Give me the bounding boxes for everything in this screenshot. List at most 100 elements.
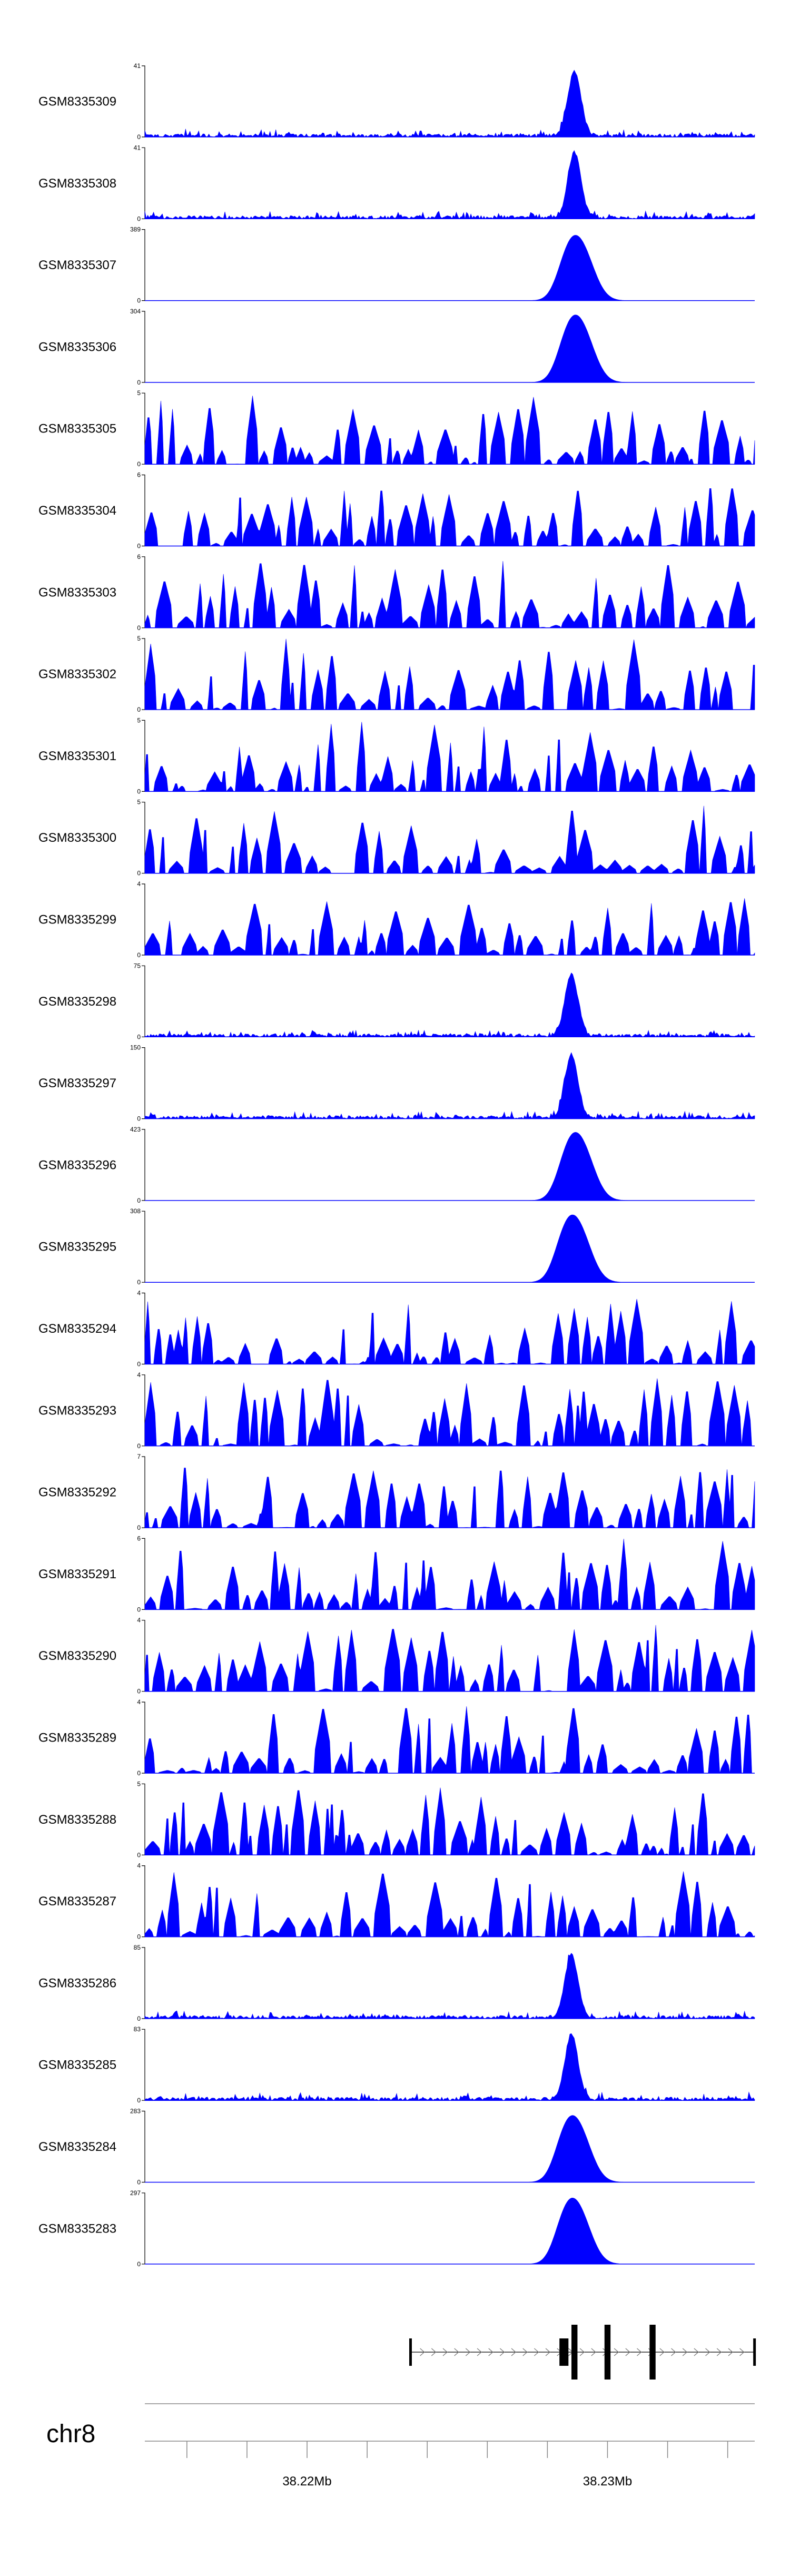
track-y-axis: [142, 1211, 145, 1283]
strand-arrow: [625, 2348, 630, 2356]
y-min-label: 0: [137, 788, 141, 795]
track-y-axis: [142, 2192, 145, 2265]
y-min-label: 0: [137, 460, 141, 468]
track-label: GSM8335295: [38, 1240, 116, 1254]
track-y-axis: [142, 1947, 145, 2019]
coverage-track: GSM8335285 83 0: [38, 2026, 755, 2104]
strand-arrow: [545, 2348, 551, 2356]
signal-area: [144, 805, 755, 874]
strand-arrow: [454, 2348, 459, 2356]
genomic-axis: 38.22Mb 38.23Mb: [145, 2403, 755, 2489]
y-max-label: 4: [137, 1617, 141, 1624]
coverage-track: GSM8335296 423 0: [38, 1126, 755, 1204]
y-min-label: 0: [137, 2097, 141, 2104]
track-label: GSM8335304: [38, 504, 116, 518]
signal-area: [144, 898, 755, 956]
coverage-track: GSM8335289 4 0: [38, 1698, 755, 1777]
track-label: GSM8335306: [38, 340, 116, 354]
coverage-track: GSM8335309 41 0: [38, 62, 755, 141]
track-label: GSM8335291: [38, 1567, 116, 1581]
strand-arrow: [442, 2348, 448, 2356]
y-max-label: 283: [130, 2108, 141, 2115]
y-max-label: 4: [137, 1290, 141, 1297]
coverage-track: GSM8335294 4 0: [38, 1290, 755, 1368]
strand-arrow: [614, 2348, 619, 2356]
coverage-track: GSM8335308 41 0: [38, 144, 755, 222]
track-label: GSM8335301: [38, 749, 116, 763]
gene-exon-block: [649, 2325, 656, 2380]
gene-utr-block: [753, 2338, 756, 2366]
coverage-track: GSM8335287 4 0: [38, 1862, 755, 1941]
track-y-axis: [142, 1865, 145, 1938]
track-label: GSM8335298: [38, 995, 116, 1009]
track-label: GSM8335288: [38, 1813, 116, 1827]
track-y-axis: [142, 147, 145, 219]
track-label: GSM8335299: [38, 913, 116, 927]
coverage-track: GSM8335295 308 0: [38, 1207, 755, 1286]
track-y-axis: [142, 2029, 145, 2101]
y-max-label: 308: [130, 1207, 141, 1215]
gene-model-track: [409, 2325, 756, 2380]
coverage-track: GSM8335301 5 0: [38, 716, 755, 795]
strand-arrow: [534, 2348, 539, 2356]
track-y-axis: [142, 1047, 145, 1119]
track-label: GSM8335309: [38, 95, 116, 109]
track-label: GSM8335300: [38, 831, 116, 845]
strand-arrow: [477, 2348, 482, 2356]
y-min-label: 0: [137, 297, 141, 304]
strand-arrow: [682, 2348, 688, 2356]
strand-arrow: [591, 2348, 596, 2356]
track-y-axis: [142, 883, 145, 956]
y-max-label: 41: [134, 62, 141, 70]
track-label: GSM8335287: [38, 1894, 116, 1909]
coverage-track: GSM8335305 5 0: [38, 389, 755, 468]
signal-area: [144, 1299, 755, 1365]
coverage-track: GSM8335293 4 0: [38, 1371, 755, 1450]
y-max-label: 6: [137, 471, 141, 479]
y-min-label: 0: [137, 1851, 141, 1859]
coverage-track: GSM8335288 5 0: [38, 1780, 755, 1859]
track-y-axis: [142, 392, 145, 465]
y-max-label: 297: [130, 2189, 141, 2197]
signal-area: [145, 314, 755, 383]
y-min-label: 0: [137, 543, 141, 550]
y-min-label: 0: [137, 870, 141, 877]
y-min-label: 0: [137, 379, 141, 386]
track-y-axis: [142, 638, 145, 710]
y-min-label: 0: [137, 133, 141, 141]
coverage-track: GSM8335290 4 0: [38, 1617, 755, 1695]
y-max-label: 5: [137, 799, 141, 806]
track-y-axis: [142, 1129, 145, 1201]
strand-arrow: [465, 2348, 471, 2356]
coverage-track: GSM8335306 304 0: [38, 308, 755, 386]
track-label: GSM8335289: [38, 1731, 116, 1745]
strand-arrow: [739, 2348, 745, 2356]
coverage-track: GSM8335302 5 0: [38, 635, 755, 713]
coverage-track: GSM8335303 6 0: [38, 553, 755, 632]
track-y-axis: [142, 1702, 145, 1774]
strand-arrow: [488, 2348, 493, 2356]
y-min-label: 0: [137, 1688, 141, 1695]
signal-area: [145, 2197, 755, 2265]
y-min-label: 0: [137, 1769, 141, 1777]
gene-exon-block: [604, 2325, 611, 2380]
strand-arrow: [511, 2348, 516, 2356]
strand-arrow: [728, 2348, 733, 2356]
track-label: GSM8335297: [38, 1076, 116, 1090]
signal-area: [144, 972, 755, 1038]
coverage-track: GSM8335300 5 0: [38, 799, 755, 877]
signal-area: [145, 1214, 755, 1283]
coverage-tracks: GSM8335309 41 0 GSM8335308 41 0 GSM8335307 389 0…: [38, 62, 755, 2268]
track-label: GSM8335305: [38, 422, 116, 436]
y-min-label: 0: [137, 1115, 141, 1123]
track-y-axis: [142, 474, 145, 547]
track-label: GSM8335296: [38, 1158, 116, 1172]
signal-area: [144, 722, 755, 792]
gene-exon-block: [559, 2338, 569, 2366]
signal-area: [144, 1706, 755, 1774]
y-max-label: 85: [134, 1944, 141, 1951]
y-min-label: 0: [137, 706, 141, 713]
y-max-label: 150: [130, 1044, 141, 1051]
signal-area: [144, 70, 755, 137]
y-min-label: 0: [137, 2015, 141, 2022]
